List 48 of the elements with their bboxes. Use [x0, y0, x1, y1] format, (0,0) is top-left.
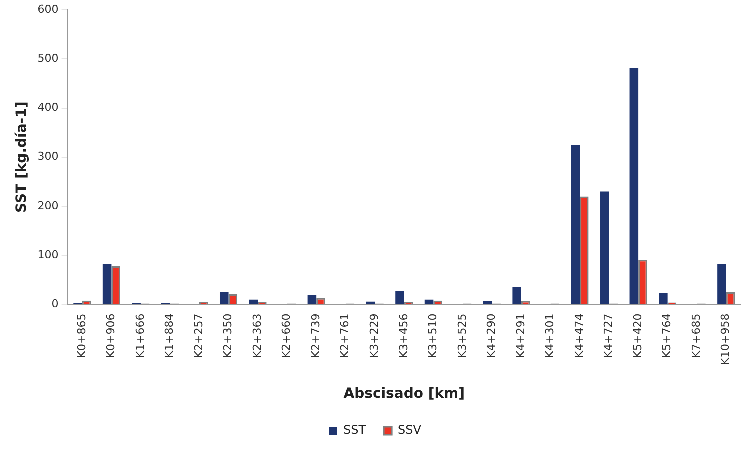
bar [102, 264, 112, 304]
y-tick-label: 500 [38, 52, 59, 65]
bar [366, 302, 376, 304]
bar [600, 192, 610, 304]
bar [308, 294, 317, 304]
y-axis-title: SST [kg.día-1] [14, 102, 30, 214]
x-tick-label: K4+291 [514, 314, 528, 358]
legend-label: SSV [398, 423, 422, 438]
x-tick-label: K2+761 [338, 314, 352, 358]
x-tick-label: K4+290 [485, 314, 498, 358]
x-tick-label: K5+764 [660, 314, 674, 358]
bar [220, 292, 229, 304]
x-tick-label: K4+727 [602, 314, 616, 358]
x-tick-label: K3+525 [456, 314, 469, 358]
x-tick-label: K2+257 [192, 314, 206, 358]
x-tick-label: K1+884 [163, 314, 176, 358]
bar [424, 300, 434, 304]
bar [571, 145, 580, 304]
y-tick-label: 400 [38, 101, 59, 114]
bar [483, 301, 492, 304]
x-tick-label: K4+474 [572, 314, 586, 358]
bar [396, 292, 404, 304]
x-tick-label: K3+456 [397, 314, 410, 358]
x-tick-label: K3+510 [426, 314, 440, 358]
bar [512, 287, 522, 304]
y-tick-label: 200 [38, 199, 59, 212]
y-tick-label: 0 [52, 298, 59, 311]
x-tick-label: K7+685 [690, 314, 703, 358]
x-tick-label: K10+958 [719, 314, 732, 366]
x-tick-label: K2+739 [309, 314, 322, 358]
y-tick-label: 100 [38, 248, 59, 262]
bar [630, 68, 639, 304]
y-tick-label: 600 [38, 2, 59, 16]
x-tick-label: K2+660 [280, 314, 294, 358]
legend-label: SST [343, 423, 367, 438]
bar [249, 300, 258, 304]
x-tick-label: K2+350 [222, 314, 235, 358]
bar [659, 293, 668, 304]
x-tick-label: K2+363 [250, 314, 264, 358]
x-axis-title: Abscisado [km] [344, 386, 466, 402]
x-tick-label: K3+229 [368, 314, 381, 358]
x-tick-label: K5+420 [631, 314, 644, 358]
x-tick-label: K0+906 [104, 314, 118, 358]
x-tick-label: K4+301 [544, 314, 557, 358]
bar [718, 264, 726, 304]
y-tick-label: 300 [38, 150, 59, 164]
x-tick-label: K0+865 [75, 314, 88, 358]
x-tick-label: K1+666 [134, 314, 147, 358]
